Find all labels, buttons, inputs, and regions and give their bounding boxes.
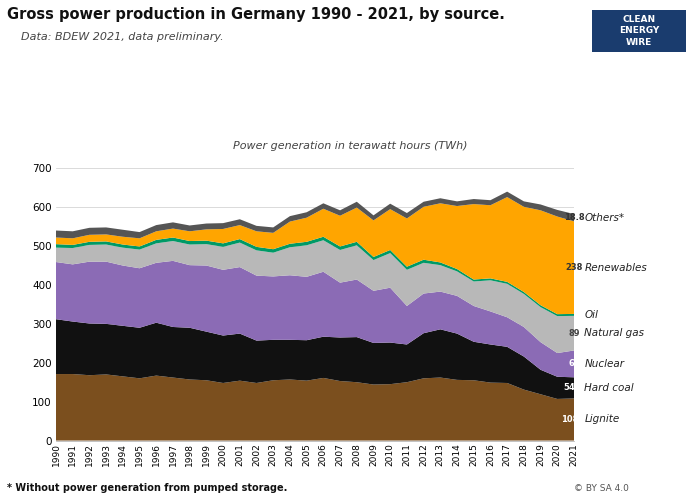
- Text: 108.3: 108.3: [561, 415, 587, 424]
- Text: ENERGY: ENERGY: [619, 26, 659, 36]
- Text: Natural gas: Natural gas: [584, 328, 645, 338]
- Text: 69: 69: [568, 359, 580, 368]
- Text: CLEAN: CLEAN: [622, 15, 655, 24]
- Text: Renewables: Renewables: [584, 263, 648, 273]
- Text: Power generation in terawatt hours (TWh): Power generation in terawatt hours (TWh): [232, 141, 468, 151]
- Text: Gross power production in Germany 1990 - 2021, by source.: Gross power production in Germany 1990 -…: [7, 7, 505, 22]
- Text: WIRE: WIRE: [626, 38, 652, 47]
- Text: 89: 89: [568, 329, 580, 338]
- Text: Hard coal: Hard coal: [584, 383, 634, 393]
- Text: Lignite: Lignite: [584, 414, 620, 425]
- Text: © BY SA 4.0: © BY SA 4.0: [574, 484, 629, 493]
- Text: * Without power generation from pumped storage.: * Without power generation from pumped s…: [7, 483, 288, 493]
- Text: 54.3: 54.3: [564, 383, 584, 393]
- Text: Others*: Others*: [584, 213, 624, 223]
- Text: 18.8: 18.8: [564, 213, 584, 222]
- Text: 238: 238: [566, 263, 582, 272]
- Text: Data: BDEW 2021, data preliminary.: Data: BDEW 2021, data preliminary.: [21, 32, 223, 42]
- Text: Nuclear: Nuclear: [584, 359, 624, 369]
- Text: Oil: Oil: [584, 310, 598, 320]
